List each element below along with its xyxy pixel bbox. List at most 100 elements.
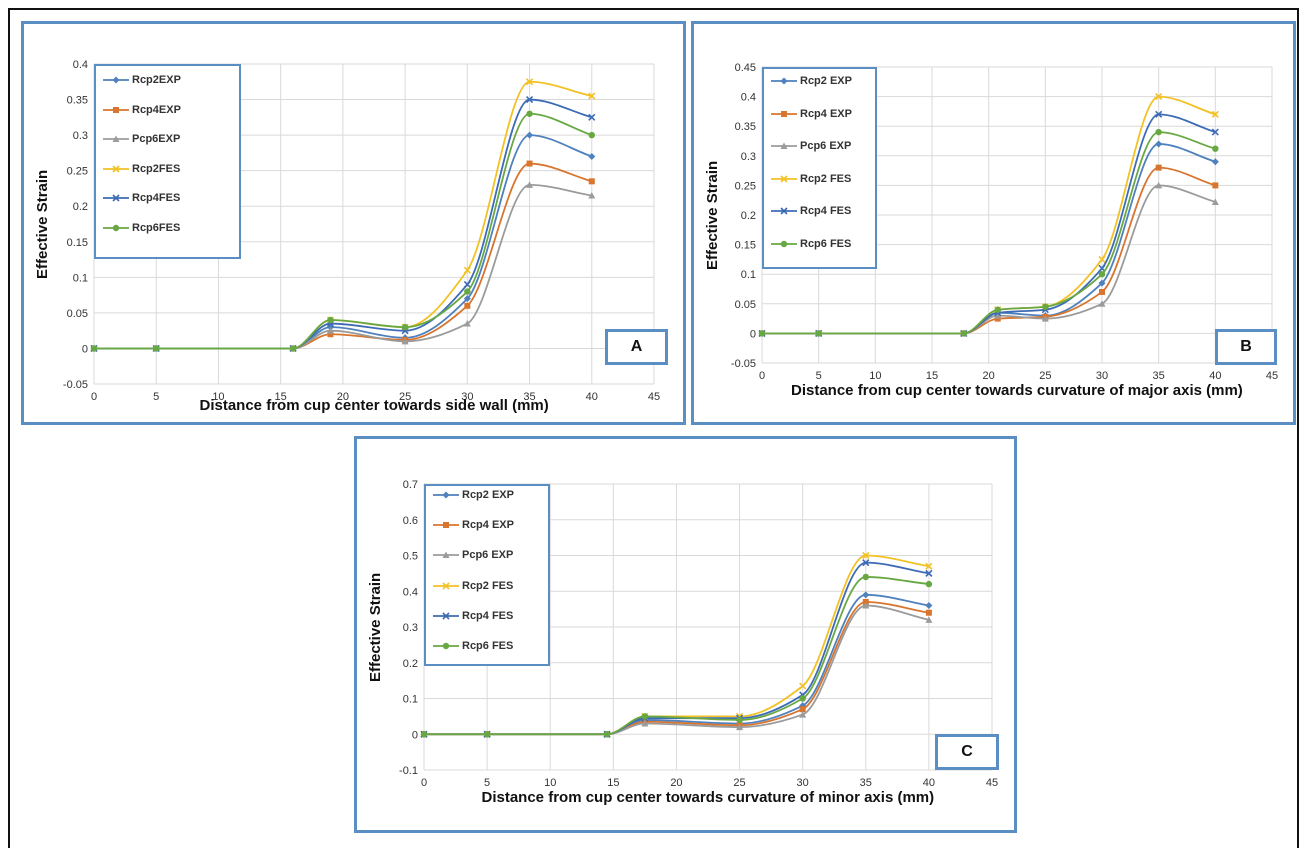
data-point-2: [1155, 181, 1163, 189]
x-tick-label: 10: [212, 391, 224, 403]
legend-swatch: [771, 207, 797, 215]
x-tick-label: 5: [816, 370, 822, 382]
legend-swatch: [771, 142, 797, 149]
x-tick-label: 0: [421, 777, 427, 789]
data-point-5: [736, 716, 743, 724]
legend-label: Rcp4 FES: [800, 205, 852, 217]
x-tick-label: 30: [1096, 370, 1108, 382]
y-tick-label: 0.35: [67, 95, 88, 107]
legend-swatch: [103, 135, 129, 142]
data-point-0: [862, 591, 870, 599]
y-axis-label: Effective Strain: [367, 572, 384, 682]
legend-swatch: [433, 612, 459, 620]
legend-marker: [442, 612, 450, 620]
x-tick-label: 35: [860, 777, 872, 789]
legend-entry: Rcp2 FES: [770, 169, 851, 189]
data-point-1: [925, 609, 932, 616]
x-tick-label: 15: [607, 777, 619, 789]
data-point-5: [327, 316, 334, 324]
legend-marker: [112, 224, 120, 231]
x-tick-label: 40: [923, 777, 935, 789]
y-tick-label: 0.6: [403, 515, 418, 527]
y-tick-label: 0.15: [67, 237, 88, 249]
legend-label: Pcp6 EXP: [462, 549, 514, 562]
legend-marker: [442, 642, 450, 650]
data-point-5: [483, 731, 491, 738]
legend-marker: [443, 522, 449, 529]
y-tick-label: 0.3: [73, 130, 88, 142]
data-point-2: [401, 337, 409, 345]
data-point-3: [1211, 110, 1219, 118]
legend: Rcp2 EXP Rcp4 EXP Pcp6 EXP Rcp2 FES Rcp4 FES…: [424, 484, 550, 666]
legend-entry: Rcp2 EXP: [770, 71, 852, 91]
legend-marker: [780, 142, 788, 149]
data-point-2: [736, 723, 744, 731]
data-point-1: [1212, 182, 1219, 189]
data-point-0: [1098, 279, 1106, 287]
panel-label: C: [935, 734, 999, 770]
chart-panel-c: 0 5 10 15 20 25 30 35 40 45 -0.1 0 0.1 0.2 0.3 0.4 0.5 0.…: [354, 436, 1017, 833]
y-tick-label: -0.1: [399, 765, 418, 777]
data-point-3: [799, 682, 807, 690]
data-point-5: [994, 306, 1001, 313]
data-point-0: [588, 152, 596, 160]
legend: Rcp2EXP Rcp4EXP Pcp6EXP Rcp2FES Rcp4FES Rcp6F…: [94, 64, 241, 259]
data-point-3: [463, 266, 471, 274]
x-tick-label: 25: [399, 391, 411, 403]
data-point-5: [641, 713, 649, 720]
legend-label: Rcp4 EXP: [462, 519, 514, 532]
x-tick-label: 30: [461, 391, 473, 403]
legend-swatch: [433, 551, 459, 559]
legend-label: Rcp6 FES: [800, 237, 852, 250]
legend-marker: [112, 164, 120, 173]
series-line-5: [424, 576, 929, 736]
data-point-4: [1211, 128, 1219, 136]
y-tick-label: 0.45: [735, 62, 756, 74]
x-tick-label: 20: [983, 370, 995, 382]
legend-label: Rcp4EXP: [132, 103, 181, 116]
data-point-3: [1155, 93, 1163, 101]
y-tick-label: 0.15: [735, 240, 756, 252]
figure-frame: [8, 8, 1299, 848]
legend-swatch: [433, 642, 459, 650]
data-point-5: [464, 288, 471, 295]
legend-label: Rcp2 FES: [800, 172, 852, 185]
legend-marker: [112, 135, 120, 142]
series-line-5: [93, 112, 593, 350]
x-tick-label: 10: [544, 777, 556, 789]
data-point-2: [1211, 198, 1219, 205]
x-tick-label: 15: [926, 370, 938, 382]
y-tick-label: 0.7: [403, 479, 418, 491]
data-point-5: [758, 330, 766, 337]
data-point-3: [925, 562, 933, 570]
legend-marker: [442, 491, 450, 499]
y-tick-label: 0.1: [73, 272, 88, 284]
data-point-5: [90, 345, 98, 352]
legend-entry: Rcp2 FES: [432, 576, 513, 596]
data-point-3: [525, 78, 534, 86]
y-tick-label: 0: [412, 729, 418, 741]
y-tick-label: 0.2: [741, 210, 756, 222]
legend-swatch: [771, 110, 797, 117]
y-tick-label: 0: [82, 343, 88, 355]
y-tick-label: 0.5: [403, 551, 418, 563]
legend-label: Pcp6EXP: [132, 133, 181, 145]
data-point-5: [603, 731, 611, 738]
data-point-2: [1041, 315, 1049, 322]
x-tick-label: 5: [484, 777, 490, 789]
data-point-4: [525, 95, 534, 104]
legend-label: Rcp4 EXP: [800, 107, 852, 120]
legend-marker: [780, 77, 788, 85]
data-point-2: [994, 312, 1002, 319]
legend-marker: [112, 194, 120, 202]
legend-marker: [442, 551, 450, 559]
data-point-4: [925, 569, 933, 577]
panel-label: A: [605, 329, 668, 365]
data-point-1: [327, 331, 334, 338]
legend-label: Rcp2EXP: [132, 74, 181, 86]
legend-entry: Rcp4 FES: [770, 201, 851, 221]
y-axis-label: Effective Strain: [34, 169, 51, 279]
data-point-5: [862, 573, 869, 581]
y-tick-label: 0.4: [403, 586, 418, 598]
x-axis-label: Distance from cup center towards curvatu…: [481, 789, 935, 806]
